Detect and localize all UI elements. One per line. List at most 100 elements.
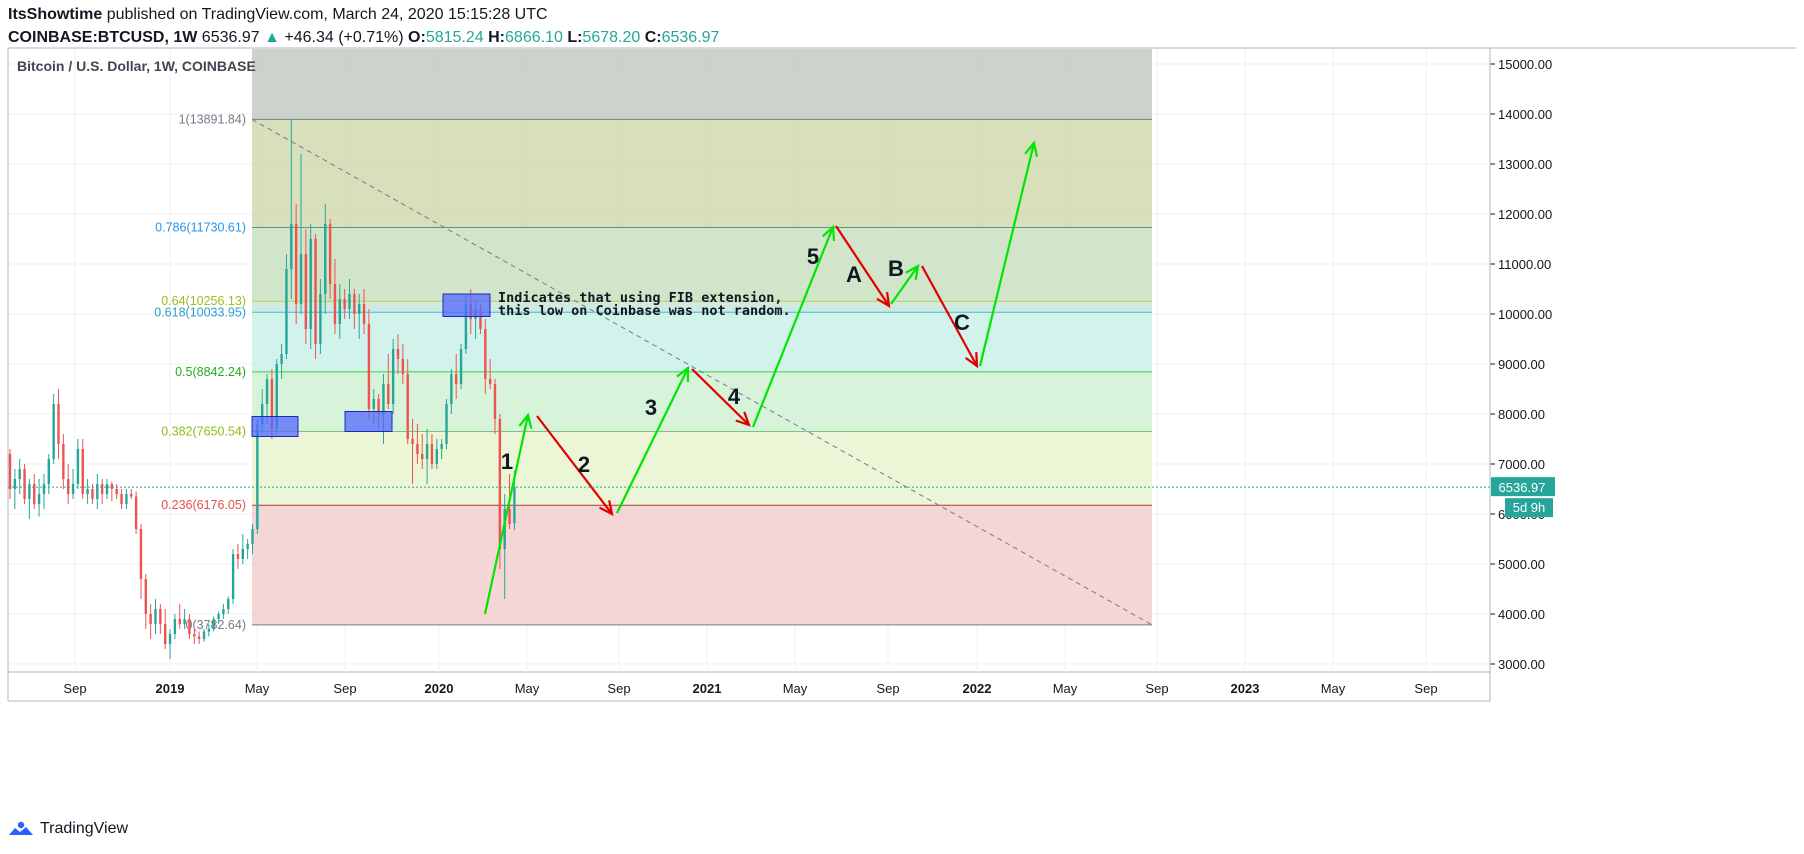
candle-body bbox=[367, 324, 371, 409]
ohlc-bar: COINBASE:BTCUSD, 1W 6536.97 ▲ +46.34 (+0… bbox=[8, 29, 719, 47]
annotation-line-2: this low on Coinbase was not random. bbox=[498, 303, 791, 319]
candle-body bbox=[256, 424, 259, 529]
wave-up-arrow bbox=[978, 142, 1036, 367]
last-price: 6536.97 bbox=[201, 29, 260, 46]
candle-body bbox=[241, 549, 244, 559]
wave-label-1: 1 bbox=[501, 449, 513, 474]
tradingview-brand[interactable]: TradingView bbox=[8, 820, 128, 838]
wave-label-3: 3 bbox=[645, 395, 657, 420]
x-tick-label: May bbox=[515, 681, 540, 696]
author-name[interactable]: ItsShowtime bbox=[8, 6, 103, 23]
candle-body bbox=[164, 624, 167, 644]
wave-c-arrow-head bbox=[964, 351, 979, 369]
wave-4-arrow bbox=[691, 368, 750, 426]
candle-body bbox=[362, 304, 366, 324]
candle-body bbox=[261, 404, 264, 424]
candle-body bbox=[406, 374, 409, 439]
y-tick-label: 5000.00 bbox=[1498, 557, 1545, 572]
candle-body bbox=[154, 609, 157, 624]
candle-body bbox=[314, 239, 317, 344]
candle-body bbox=[202, 631, 206, 639]
fib-level-label: 0.618(10033.95) bbox=[154, 305, 246, 319]
x-tick-label: 2023 bbox=[1231, 681, 1260, 696]
wave-label-b: B bbox=[888, 256, 904, 281]
y-tick-label: 10000.00 bbox=[1498, 307, 1552, 322]
candle-body bbox=[498, 419, 502, 549]
high-label: H: bbox=[488, 29, 506, 46]
candle-body bbox=[455, 374, 458, 384]
wave-a-arrow bbox=[835, 225, 890, 307]
candle-body bbox=[8, 454, 12, 489]
fib-level-label: 0.786(11730.61) bbox=[155, 220, 246, 234]
open-value: 5815.24 bbox=[425, 29, 484, 46]
candle-body bbox=[251, 529, 254, 544]
candle-body bbox=[236, 554, 240, 559]
candle-body bbox=[265, 379, 269, 404]
wave-2-arrow-head bbox=[599, 500, 614, 517]
candle-body bbox=[110, 484, 114, 489]
publish-info: ItsShowtime published on TradingView.com… bbox=[8, 6, 548, 24]
wave-label-5: 5 bbox=[807, 244, 819, 269]
wave-label-4: 4 bbox=[728, 384, 741, 409]
candle-body bbox=[139, 529, 143, 579]
candle-body bbox=[391, 349, 395, 404]
fib-zone bbox=[252, 301, 1152, 313]
candle-body bbox=[173, 619, 177, 634]
y-tick-label: 15000.00 bbox=[1498, 57, 1552, 72]
x-tick-label: May bbox=[1053, 681, 1078, 696]
highlight-box bbox=[251, 416, 299, 437]
candle-body bbox=[86, 489, 89, 494]
candle-body bbox=[343, 299, 346, 309]
candle-body bbox=[333, 284, 337, 324]
candle-body bbox=[445, 404, 448, 444]
candle-body bbox=[52, 404, 55, 459]
candle-body bbox=[125, 494, 128, 504]
y-tick-label: 8000.00 bbox=[1498, 407, 1545, 422]
candle-body bbox=[416, 444, 419, 454]
candle-body bbox=[197, 636, 201, 639]
candle-body bbox=[13, 479, 17, 489]
candle-body bbox=[459, 349, 463, 384]
x-tick-label: 2019 bbox=[156, 681, 185, 696]
candle-body bbox=[440, 444, 443, 449]
candle-body bbox=[430, 444, 434, 464]
candle-body bbox=[105, 484, 109, 494]
candle-body bbox=[421, 454, 424, 459]
x-tick-label: Sep bbox=[63, 681, 86, 696]
y-tick-label: 13000.00 bbox=[1498, 157, 1552, 172]
y-tick-label: 4000.00 bbox=[1498, 607, 1545, 622]
y-tick-label: 9000.00 bbox=[1498, 357, 1545, 372]
candle-body bbox=[377, 399, 380, 414]
fib-zone bbox=[252, 119, 1152, 228]
candle-body bbox=[212, 619, 215, 629]
x-tick-label: 2020 bbox=[425, 681, 454, 696]
candle-body bbox=[304, 254, 308, 329]
candle-body bbox=[207, 629, 211, 632]
change-arrow-icon: ▲ bbox=[264, 29, 280, 46]
candle-body bbox=[18, 469, 21, 479]
fib-level-label: 0(3782.64) bbox=[186, 618, 246, 632]
y-tick-label: 12000.00 bbox=[1498, 207, 1552, 222]
candle-body bbox=[71, 484, 75, 494]
candle-body bbox=[513, 487, 516, 524]
wave-b-arrow bbox=[890, 265, 919, 305]
y-tick-label: 7000.00 bbox=[1498, 457, 1545, 472]
candle-body bbox=[270, 379, 274, 429]
candle-body bbox=[387, 384, 390, 404]
fib-zone bbox=[252, 505, 1152, 625]
wave-label-a: A bbox=[846, 262, 862, 287]
fib-level-label: 0.5(8842.24) bbox=[175, 365, 246, 379]
wave-c-arrow bbox=[921, 265, 978, 367]
candle-body bbox=[479, 309, 482, 329]
x-tick-label: Sep bbox=[1145, 681, 1168, 696]
fib-zone bbox=[252, 227, 1152, 302]
candle-body bbox=[324, 224, 327, 294]
candle-body bbox=[435, 449, 438, 464]
candle-body bbox=[217, 614, 220, 619]
candle-body bbox=[488, 379, 492, 384]
candle-body bbox=[353, 294, 356, 314]
candle-body bbox=[396, 349, 400, 359]
candle-body bbox=[42, 484, 46, 494]
candle-body bbox=[382, 384, 385, 414]
